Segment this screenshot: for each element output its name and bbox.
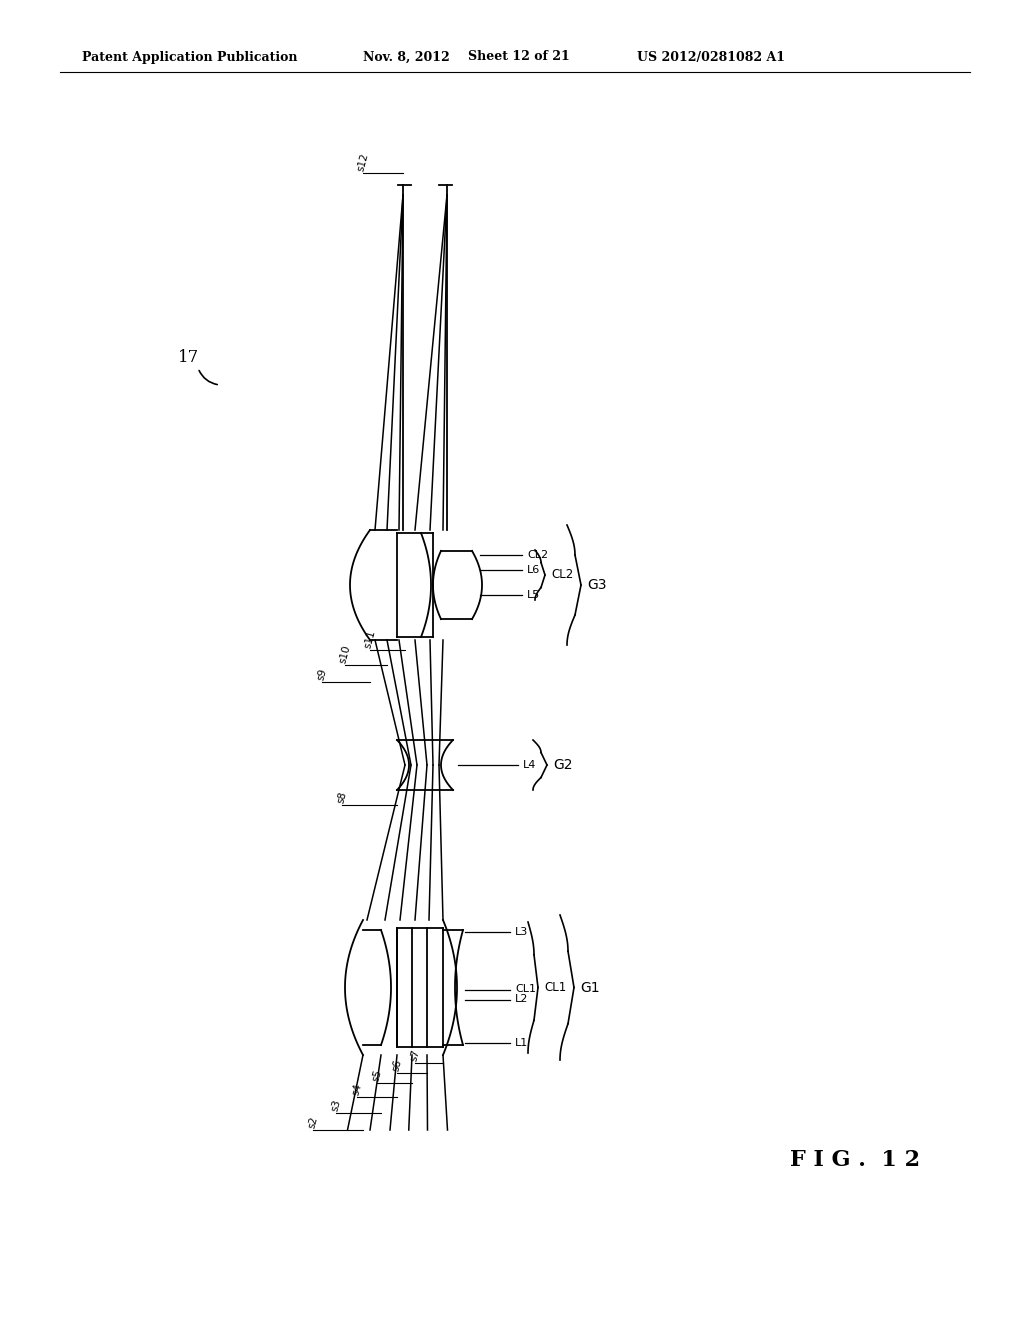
Text: L4: L4	[523, 760, 537, 770]
Text: CL1: CL1	[515, 985, 536, 994]
Text: s6: s6	[390, 1059, 403, 1073]
Text: s9: s9	[315, 668, 329, 682]
Text: s11: s11	[362, 630, 377, 649]
Text: L3: L3	[515, 927, 528, 937]
Text: G1: G1	[580, 981, 600, 994]
Text: s10: s10	[338, 644, 352, 665]
Text: s4: s4	[350, 1082, 364, 1097]
Text: G3: G3	[587, 578, 606, 591]
Text: L5: L5	[527, 590, 541, 601]
Text: Sheet 12 of 21: Sheet 12 of 21	[468, 50, 569, 63]
Text: G2: G2	[553, 758, 572, 772]
Text: CL2: CL2	[551, 569, 573, 582]
Text: s7: s7	[409, 1048, 422, 1063]
Text: s2: s2	[306, 1115, 319, 1130]
Text: F I G .  1 2: F I G . 1 2	[790, 1148, 921, 1171]
Text: s8: s8	[336, 791, 348, 805]
Text: Nov. 8, 2012: Nov. 8, 2012	[362, 50, 450, 63]
Text: US 2012/0281082 A1: US 2012/0281082 A1	[637, 50, 785, 63]
Text: s3: s3	[330, 1098, 342, 1113]
Text: Patent Application Publication: Patent Application Publication	[82, 50, 298, 63]
Text: CL2: CL2	[527, 550, 548, 560]
Text: s12: s12	[355, 152, 371, 173]
Text: L6: L6	[527, 565, 541, 576]
Text: 17: 17	[178, 350, 200, 367]
Text: s5: s5	[371, 1069, 383, 1082]
Text: L1: L1	[515, 1038, 528, 1048]
Text: L2: L2	[515, 994, 528, 1005]
Text: CL1: CL1	[544, 981, 566, 994]
